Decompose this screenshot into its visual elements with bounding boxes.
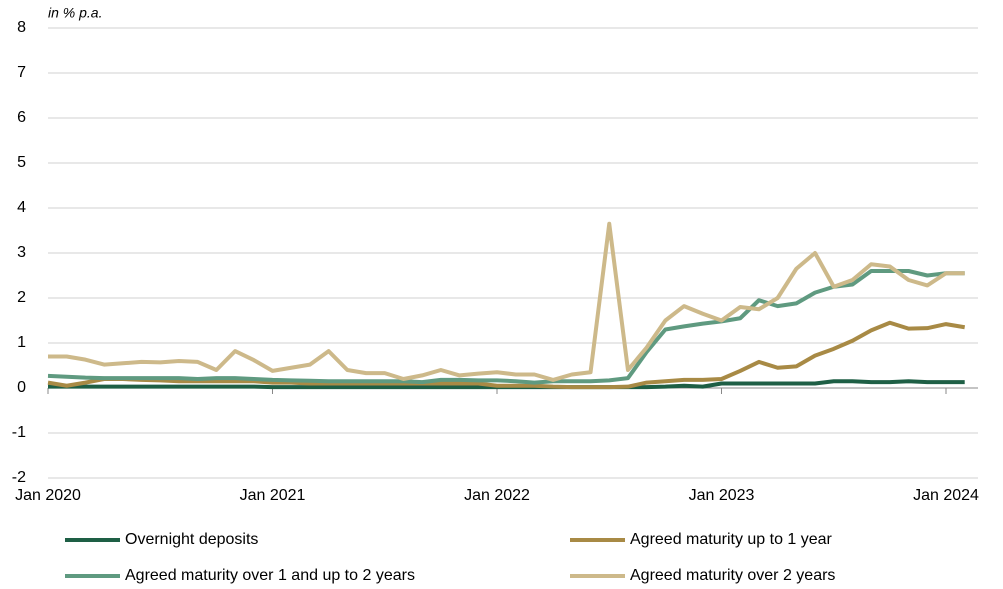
y-tick-label: 5 [17,154,26,171]
y-tick-label: 6 [17,109,26,126]
x-tick-label: Jan 2024 [913,487,979,504]
y-tick-label: 1 [17,334,26,351]
y-tick-label: 0 [17,379,26,396]
y-tick-label: -2 [12,469,26,486]
y-tick-label: 7 [17,64,26,81]
y-tick-label: 8 [17,19,26,36]
series-line [47,269,965,385]
legend-label: Agreed maturity over 1 and up to 2 years [125,567,415,584]
legend-label: Overnight deposits [125,531,258,548]
x-tick-label: Jan 2023 [689,487,755,504]
y-axis-label: in % p.a. [48,5,102,21]
series-line [48,221,965,382]
y-tick-label: 3 [17,244,26,261]
y-tick-label: 2 [17,289,26,306]
x-tick-label: Jan 2020 [15,487,81,504]
legend-label: Agreed maturity over 2 years [630,567,835,584]
series-line [47,320,966,390]
x-tick-label: Jan 2021 [240,487,306,504]
y-tick-label: -1 [12,424,26,441]
legend-label: Agreed maturity up to 1 year [630,531,833,548]
y-tick-label: 4 [17,199,26,216]
x-tick-label: Jan 2022 [464,487,530,504]
